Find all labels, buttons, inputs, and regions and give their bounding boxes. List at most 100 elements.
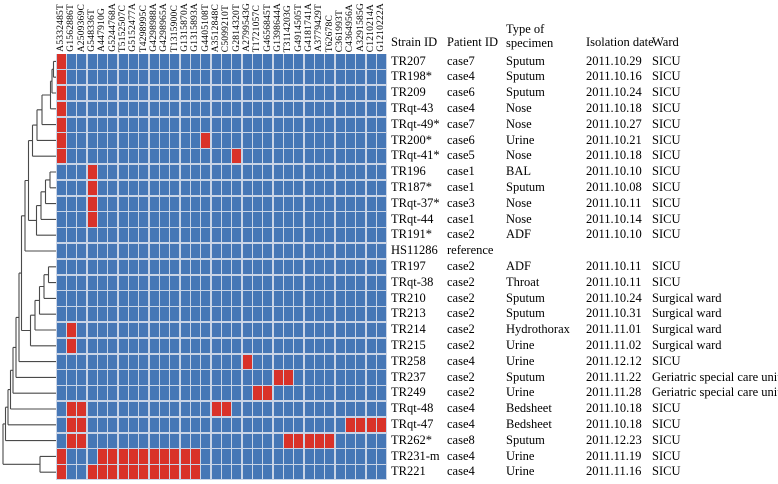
snp-column-label: T62678C [325,0,335,52]
heatmap-cell [77,133,87,148]
heatmap-cell [67,259,77,274]
heatmap-cell [129,275,139,290]
heatmap-cell [222,228,232,243]
heatmap-cell [191,244,201,259]
specimen-cell: BAL [506,164,531,179]
heatmap-cell [222,323,232,338]
col-header-specimen: Type of specimen [506,22,553,50]
heatmap-cell [139,275,149,290]
heatmap-cell [252,307,263,322]
snp-column-label: G1315893A [190,0,200,52]
heatmap-cell [67,354,77,369]
heatmap-cell [242,386,252,401]
snp-column-label-text: T1315900C [169,4,180,52]
isolation-date-cell: 2011.11.01 [586,322,642,337]
heatmap-cell [129,101,139,116]
heatmap-cell [242,354,252,369]
heatmap-cell [283,165,294,180]
heatmap-cell [118,244,128,259]
heatmap-cell [191,449,201,464]
heatmap-cell [273,149,283,164]
heatmap-cell [366,244,376,259]
heatmap-cell [222,275,232,290]
heatmap-cell [180,70,190,85]
heatmap-cell [283,228,294,243]
heatmap-cell [108,386,118,401]
heatmap-cell [232,433,242,448]
heatmap-cell [87,196,97,211]
heatmap-cell [160,70,170,85]
heatmap-cell [366,165,376,180]
heatmap-cell [304,70,314,85]
heatmap-cell [67,291,77,306]
heatmap-cell [129,70,139,85]
heatmap-cell [108,54,118,69]
heatmap-cell [263,386,273,401]
table-row: TR262* case8 Sputum 2011.12.23 SICU [391,433,777,449]
heatmap-cell [56,433,66,448]
strain-id-cell: TR196 [391,164,426,179]
heatmap-cell [232,275,242,290]
heatmap-cell [335,449,345,464]
heatmap-cell [283,386,294,401]
heatmap-cell [56,180,66,195]
heatmap-cell [87,101,97,116]
heatmap-cell [335,70,345,85]
heatmap-cell [345,196,356,211]
heatmap-cell [77,323,87,338]
table-row: TR196 case1 BAL 2011.10.10 SICU [391,164,777,180]
heatmap-cell [180,433,190,448]
table-row: TR210 case2 Sputum 2011.10.24 Surgical ward [391,291,777,307]
heatmap-cell [67,386,77,401]
heatmap-cell [139,259,149,274]
strain-id-cell: TRqt-44 [391,211,434,226]
heatmap-cell [108,149,118,164]
heatmap-cell [232,323,242,338]
heatmap-cell [356,133,366,148]
heatmap-cell [56,54,66,69]
heatmap-cell [77,307,87,322]
heatmap-cell [356,228,366,243]
isolation-date-cell: 2011.10.11 [586,195,642,210]
heatmap-cell [77,70,87,85]
heatmap-cell [335,275,345,290]
heatmap-cell [180,417,190,432]
heatmap-cell [149,275,159,290]
heatmap-cell [304,244,314,259]
heatmap-cell [283,323,294,338]
heatmap-cell [376,180,387,195]
heatmap-cell [211,386,221,401]
heatmap-cell [129,323,139,338]
patient-id-cell: case2 [447,385,475,400]
heatmap-cell [345,228,356,243]
heatmap-cell [211,354,221,369]
heatmap-cell [273,307,283,322]
heatmap-cell [139,228,149,243]
heatmap-cell [263,212,273,227]
heatmap-cell [67,180,77,195]
heatmap-cell [191,70,201,85]
heatmap-cell [325,101,335,116]
heatmap-cell [314,307,325,322]
heatmap-cell [149,433,159,448]
heatmap-cell [222,212,232,227]
heatmap-cell [294,180,304,195]
heatmap-cell [335,291,345,306]
heatmap-cell [325,259,335,274]
strain-id-cell: TRqt-48 [391,401,434,416]
specimen-cell: Nose [506,116,532,131]
heatmap-cell [191,149,201,164]
heatmap-cell [376,196,387,211]
heatmap-cell [242,338,252,353]
table-header: Strain ID Patient ID Type of specimen Is… [391,16,777,52]
heatmap-cell [325,386,335,401]
heatmap-cell [263,402,273,417]
heatmap-cell [87,86,97,101]
snp-column-label-text: G1315870A [179,3,190,52]
heatmap-cell [356,291,366,306]
heatmap-cell [242,149,252,164]
snp-column-label-text: C4364956A [345,3,356,52]
heatmap-cell [252,196,263,211]
heatmap-cell [294,386,304,401]
heatmap-cell [335,433,345,448]
